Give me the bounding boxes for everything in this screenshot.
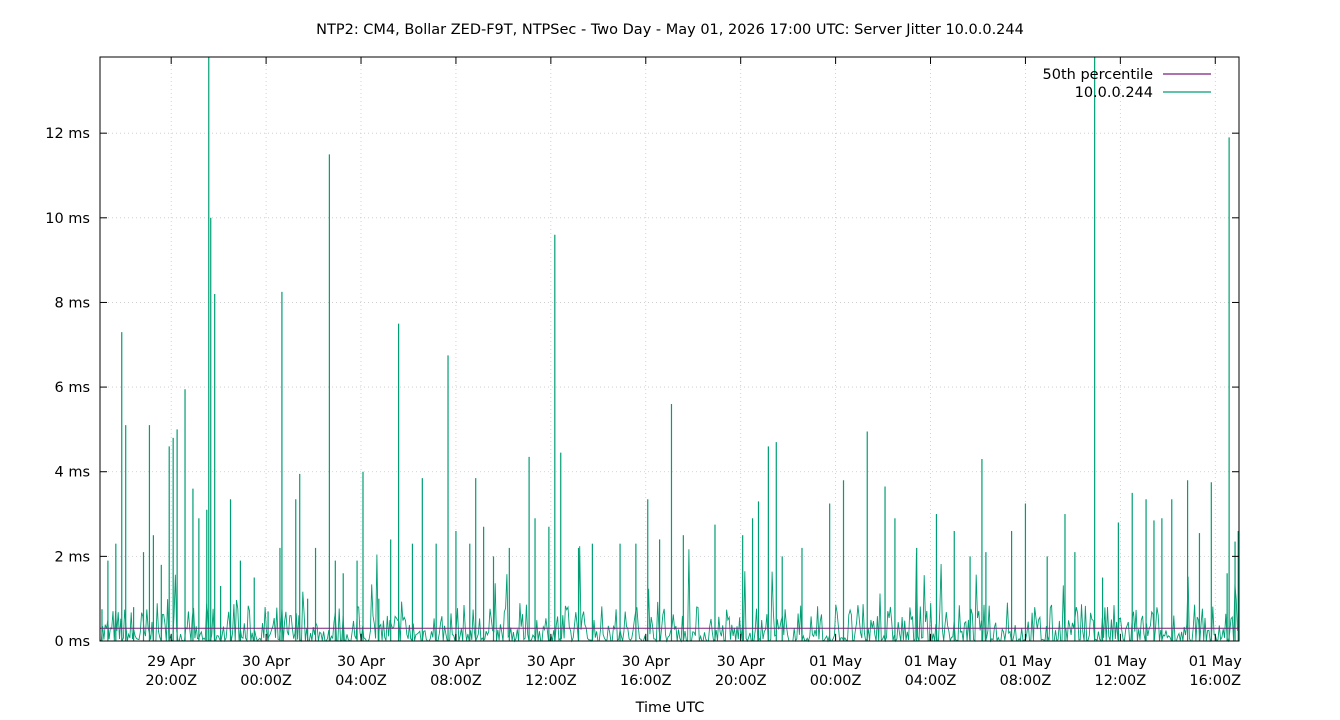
legend-label-50th-percentile: 50th percentile [1043,67,1154,83]
x-tick-label-time: 12:00Z [1094,673,1146,689]
x-tick-label-date: 01 May [809,654,862,670]
legend: 50th percentile 10.0.0.244 [1043,67,1211,101]
x-tick-label-date: 30 Apr [622,654,670,670]
x-tick-label-date: 01 May [999,654,1052,670]
x-tick-label-time: 00:00Z [240,673,292,689]
grid-lines [100,57,1239,641]
x-tick-label-time: 04:00Z [335,673,387,689]
y-tick-label: 2 ms [54,549,90,565]
plot-frame [99,56,1240,642]
x-tick-label-time: 04:00Z [905,673,957,689]
x-axis: 29 Apr 20:00Z 30 Apr 00:00Z 30 Apr 04:00Z 30 A… [145,57,1242,689]
y-tick-label: 12 ms [45,126,90,142]
y-tick-label: 10 ms [45,211,90,227]
x-tick-label-date: 01 May [1094,654,1147,670]
x-tick-label-date: 30 Apr [717,654,765,670]
x-tick-label-time: 16:00Z [620,673,672,689]
x-tick-label-time: 08:00Z [1000,673,1052,689]
x-tick-label-time: 12:00Z [525,673,577,689]
chart-title: NTP2: CM4, Bollar ZED-F9T, NTPSec - Two … [316,22,1024,38]
legend-label-10-0-0-244: 10.0.0.244 [1075,85,1153,101]
x-tick-label-time: 16:00Z [1189,673,1241,689]
x-tick-label-date: 30 Apr [432,654,480,670]
y-tick-label: 8 ms [54,295,90,311]
y-tick-label: 6 ms [54,380,90,396]
x-tick-label-time: 08:00Z [430,673,482,689]
y-tick-label: 4 ms [54,465,90,481]
series-layer [99,57,1240,643]
y-tick-label: 0 ms [54,634,90,650]
x-tick-label-time: 20:00Z [145,673,197,689]
x-tick-label-date: 29 Apr [147,654,195,670]
y-axis: 0 ms 2 ms 4 ms 6 ms 8 ms 10 ms 12 ms [45,126,1239,650]
x-axis-title: Time UTC [635,700,705,716]
x-tick-label-date: 30 Apr [242,654,290,670]
x-tick-label-date: 01 May [1189,654,1242,670]
x-tick-label-time: 20:00Z [715,673,767,689]
x-tick-label-date: 01 May [904,654,957,670]
x-tick-label-date: 30 Apr [527,654,575,670]
x-tick-label-date: 30 Apr [337,654,385,670]
x-tick-label-time: 00:00Z [810,673,862,689]
